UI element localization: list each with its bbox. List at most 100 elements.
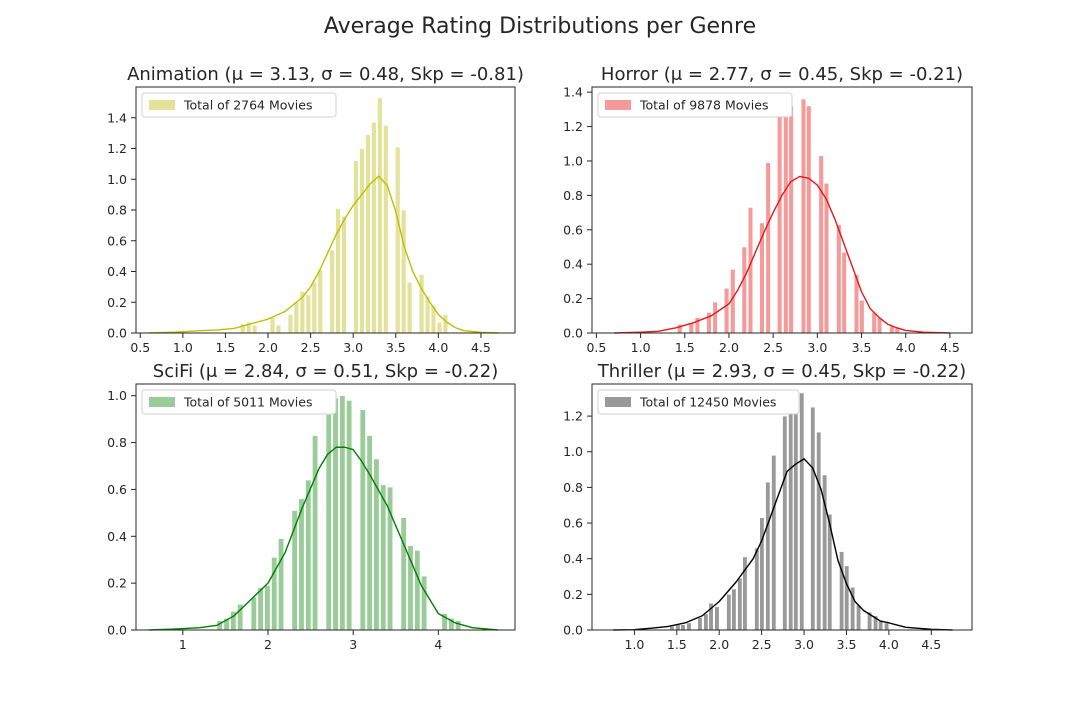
histogram-bar [816,431,822,631]
histogram-bar [250,596,257,631]
histogram-bar [823,183,830,334]
y-tick-label: 0.6 [107,233,127,248]
y-tick-label: 0.2 [563,291,583,306]
x-tick-label: 4.0 [879,637,899,652]
legend-label: Total of 2764 Movies [183,98,312,113]
y-tick-label: 0.2 [107,295,127,310]
legend-swatch [605,397,631,407]
panel-title: SciFi (μ = 2.84, σ = 0.51, Skp = -0.22) [153,361,498,382]
histogram-bar [400,517,407,631]
legend: Total of 9878 Movies [597,92,793,118]
histogram-bar [317,269,323,334]
y-tick-label: 1.2 [563,409,583,424]
histogram-bar [788,105,794,334]
histogram-bar [810,406,816,631]
histogram-bar [421,575,428,631]
x-tick-label: 2.0 [709,637,729,652]
histogram-bar [380,484,387,631]
histogram-bar [726,594,732,631]
histogram-bar [686,622,692,631]
kde-line [613,458,953,631]
axes-frame [135,86,516,334]
histogram-bar [341,215,347,334]
histogram-bar [305,294,311,334]
x-tick-label: 3.5 [386,340,406,355]
x-tick-label: 4.5 [471,340,491,355]
y-tick-label: 0.6 [563,222,583,237]
histogram-bar [806,105,812,334]
kde-line [148,446,499,631]
histogram-bar [680,624,686,631]
histogram-bar [371,122,377,334]
kde-line [148,175,498,334]
histogram-bar [884,622,890,631]
histogram-bar [788,406,794,631]
x-tick-label: 1.0 [631,340,651,355]
x-tick-label: 4.5 [921,637,941,652]
histogram-bar [836,224,842,334]
histogram-bar [731,588,737,631]
x-tick-label: 1.5 [675,340,695,355]
histogram-bar [747,207,754,334]
histogram-bar [377,97,383,334]
legend: Total of 12450 Movies [597,389,800,415]
x-tick-label: 4.5 [940,340,960,355]
y-tick-label: 0.2 [107,576,127,591]
x-tick-label: 3.0 [343,340,363,355]
y-tick-label: 0.4 [107,529,127,544]
x-tick-label: 1.5 [667,637,687,652]
axes-frame [135,383,516,631]
y-tick-label: 0.8 [107,435,127,450]
histogram-bar [414,550,421,631]
histogram-bar [442,314,449,334]
histogram-bar [800,98,807,334]
histogram-bar [771,455,777,631]
kde-line [614,175,950,334]
y-tick-label: 0.8 [107,203,127,218]
histogram-bar [839,551,845,631]
x-tick-label: 2.5 [763,340,783,355]
y-tick-label: 1.4 [563,85,583,100]
legend: Total of 5011 Movies [141,389,337,415]
y-tick-label: 0.4 [107,264,127,279]
histogram-bar [264,585,271,631]
histogram-bar [856,604,862,631]
x-tick-label: 2.5 [301,340,321,355]
histogram-bar [400,209,407,334]
x-tick-label: 3.0 [794,637,814,652]
histogram-bar [455,620,462,631]
legend-swatch [149,100,175,110]
histogram-bar [799,392,805,631]
histogram-bar [269,317,276,334]
histogram-bar [298,498,305,631]
y-tick-label: 1.0 [107,388,127,403]
histogram-bar [332,397,339,631]
histogram-bar [383,125,389,334]
y-tick-label: 0.0 [107,326,127,341]
histogram-bar [312,435,319,631]
histogram-bar [714,606,720,631]
legend-label: Total of 9878 Movies [639,98,768,113]
histogram-bar [353,160,359,334]
legend-frame [141,92,337,118]
x-tick-label: 0.5 [130,340,150,355]
figure-title: Average Rating Distributions per Genre [324,14,756,39]
x-tick-label: 0.5 [586,340,606,355]
histogram-bar [418,274,425,334]
histogram-bar [325,414,332,631]
y-tick-label: 1.4 [107,110,127,125]
x-tick-label: 1.0 [173,340,193,355]
histogram-bar [841,251,847,334]
histogram-bar [783,98,789,334]
x-tick-label: 4.0 [428,340,448,355]
x-tick-label: 3.5 [837,637,857,652]
histogram-bar [878,620,884,631]
histogram-bar [697,617,703,631]
y-tick-label: 0.2 [563,587,583,602]
histogram-bar [871,312,877,334]
panel-title: Thriller (μ = 2.93, σ = 0.45, Skp = -0.2… [597,361,966,382]
histogram-bar [366,435,373,631]
histogram-bar [293,301,300,334]
